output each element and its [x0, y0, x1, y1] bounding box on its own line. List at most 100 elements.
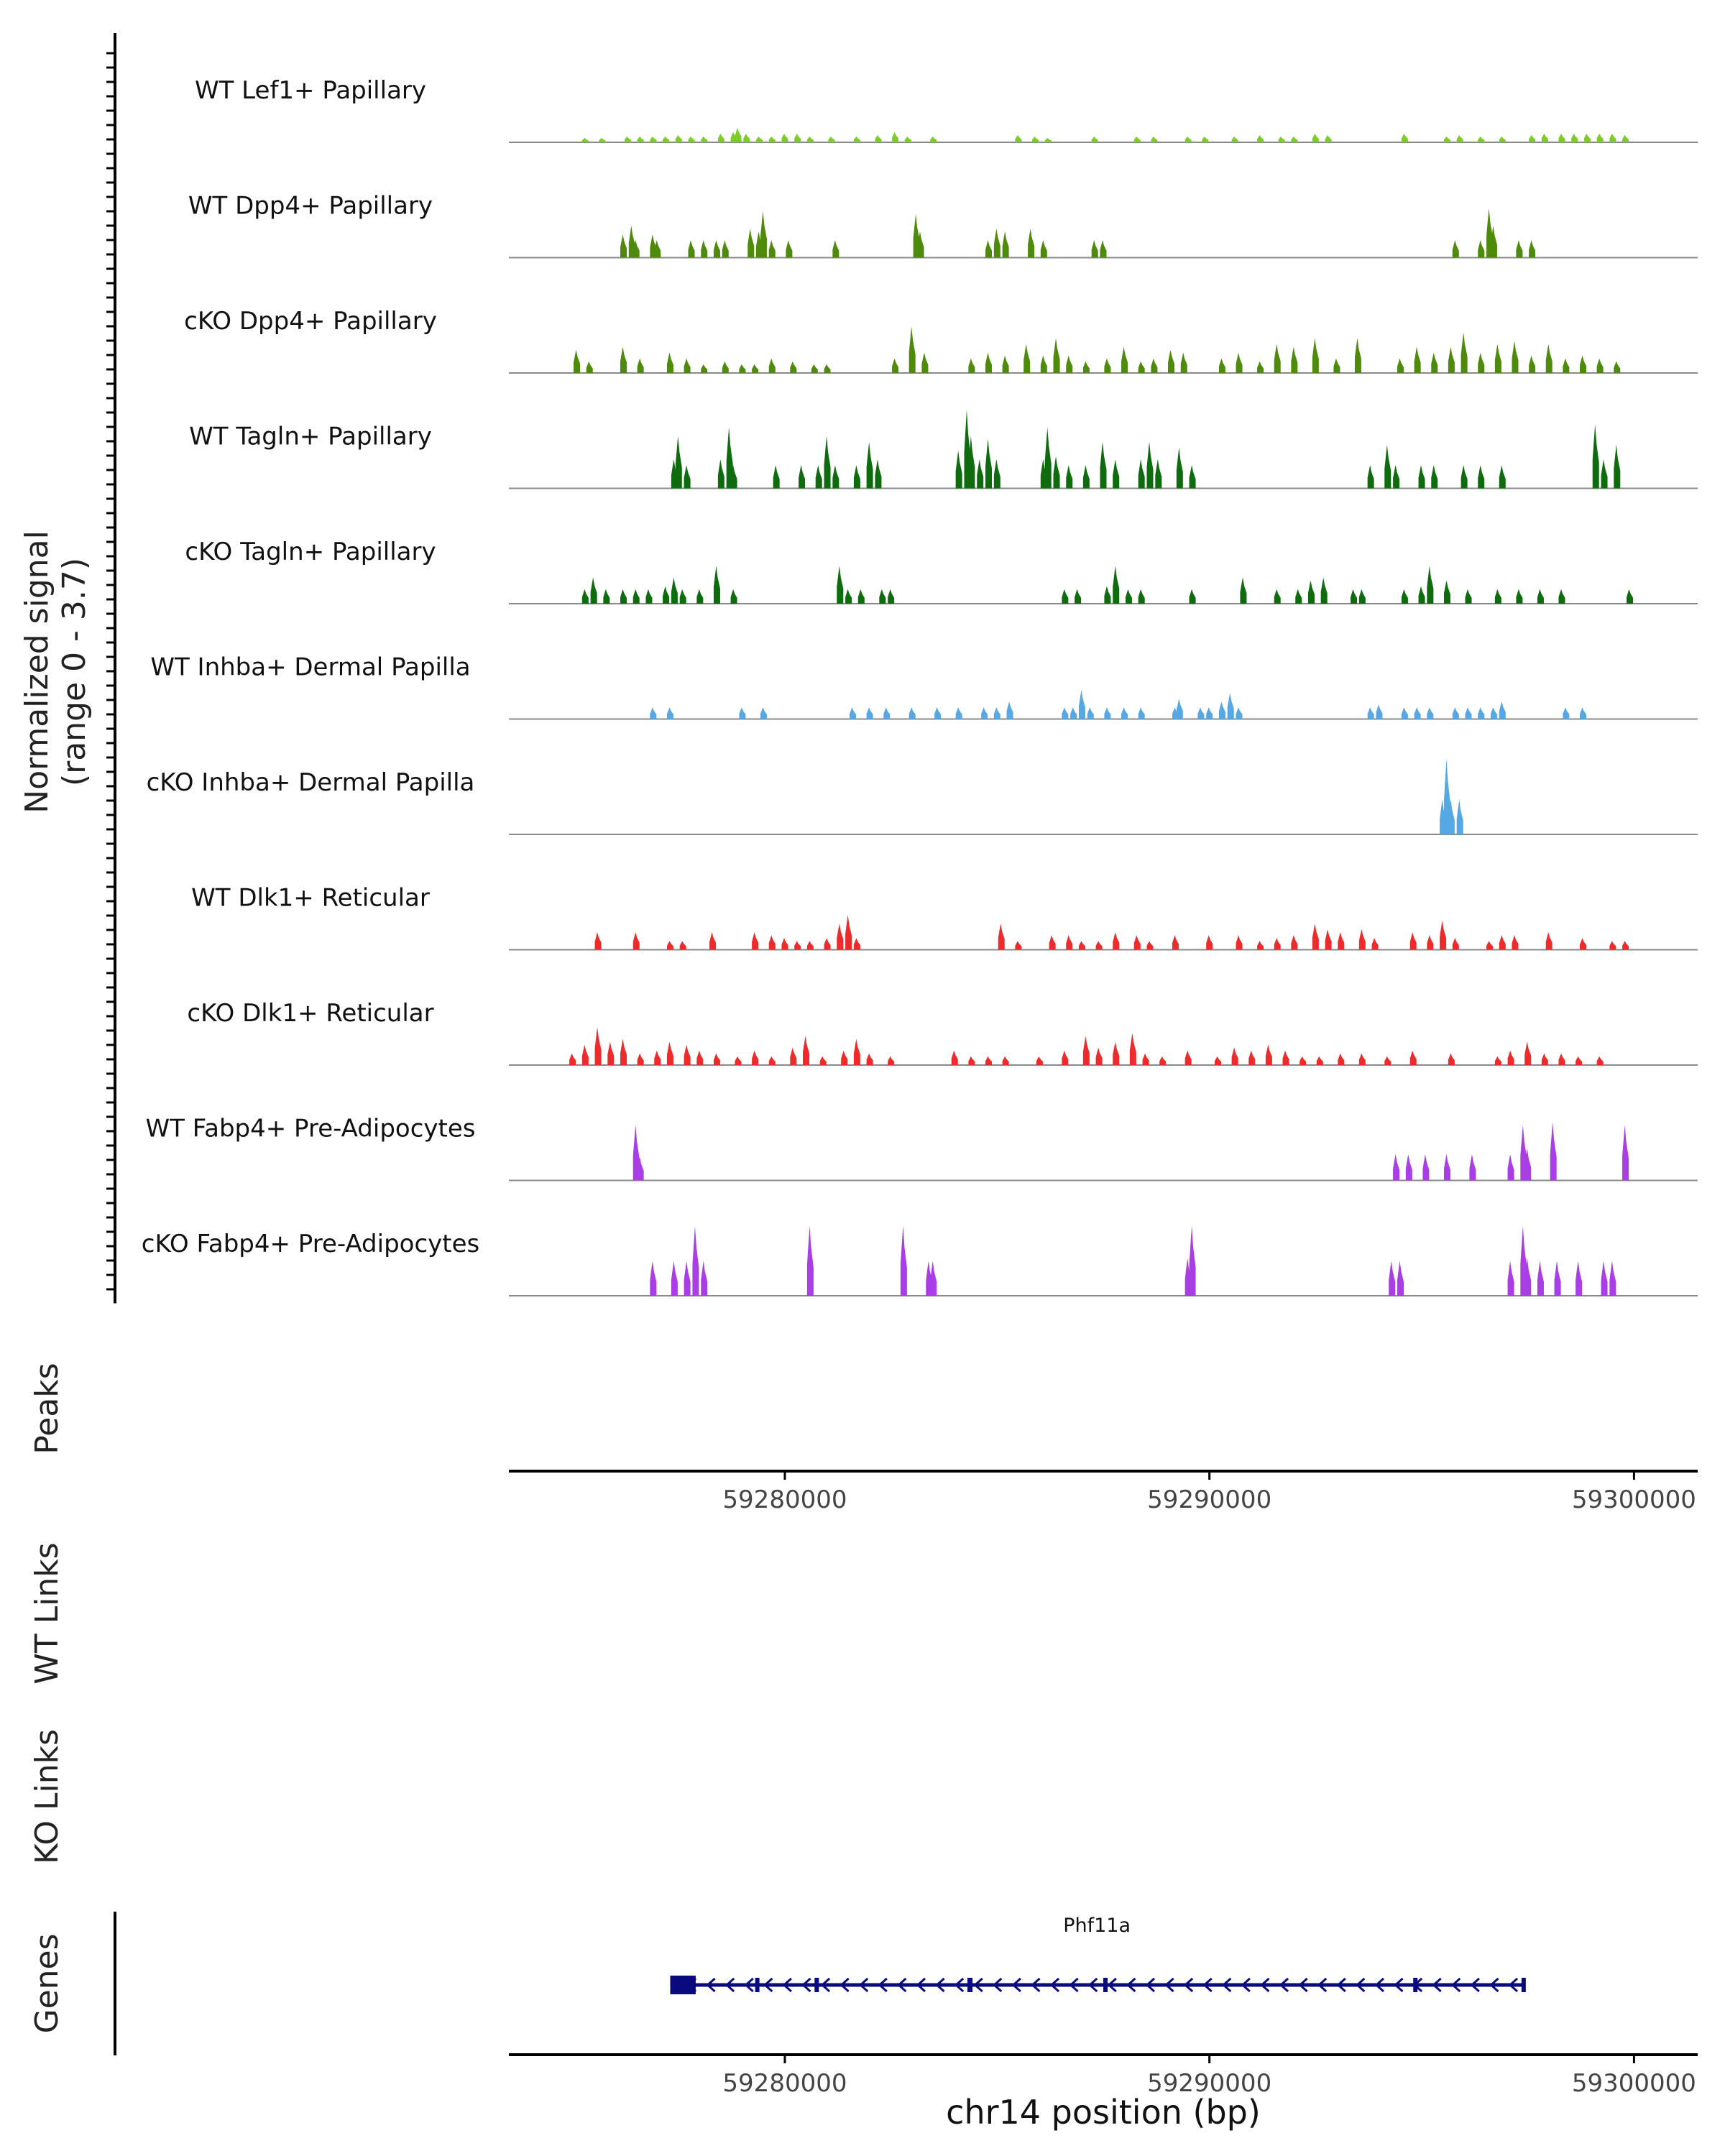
strand-arrow [973, 1977, 983, 1993]
genes-panel-label: Genes [29, 1933, 65, 2033]
coverage-peak [1486, 941, 1494, 950]
coverage-peak [1300, 1056, 1307, 1065]
coverage-peak [1227, 693, 1234, 719]
coverage-peak [888, 589, 895, 604]
track-label: cKO Inhba+ Dermal Papilla [147, 768, 475, 797]
coverage-peak [603, 589, 610, 604]
coverage-peak [701, 136, 708, 142]
coverage-peak [1044, 137, 1052, 142]
coverage-peak [1070, 707, 1077, 719]
coverage-peak [624, 136, 631, 142]
strand-arrow [1260, 1977, 1270, 1993]
coverage-peak [1524, 1148, 1532, 1181]
coverage-peak [688, 240, 695, 258]
coverage-peak [574, 349, 581, 373]
coverage-peak [892, 358, 899, 373]
coverage-peak [875, 459, 882, 489]
coverage-peak [1104, 707, 1111, 719]
coverage-peak [1197, 707, 1205, 719]
coverage-peak [900, 1225, 907, 1296]
coverage-peak [752, 364, 759, 373]
strand-arrow [1183, 1977, 1194, 1993]
coverage-peak [799, 465, 806, 489]
coverage-peak [730, 465, 737, 489]
coverage-peak [654, 240, 661, 258]
coverage-peak [1580, 707, 1587, 719]
coverage-peak [679, 589, 686, 604]
coverage-peak [743, 133, 750, 142]
coverage-peak [1583, 133, 1591, 142]
coverage-peak [650, 707, 657, 719]
coverage-peak [1499, 136, 1506, 142]
coverage-peak [1384, 1056, 1392, 1065]
coverage-peak [985, 352, 993, 373]
strand-arrow [1222, 1977, 1232, 1993]
coverage-peak [1316, 1056, 1323, 1065]
coverage-peak [841, 1050, 848, 1065]
coverage-peak [696, 1050, 704, 1065]
track-label: WT Dlk1+ Reticular [191, 884, 430, 913]
coverage-peak [837, 566, 844, 604]
strand-arrow [1069, 1977, 1079, 1993]
coverage-peak [1401, 707, 1408, 719]
coverage-peak [1006, 701, 1013, 719]
coverage-peak [637, 1053, 644, 1065]
coverage-peak [1427, 935, 1434, 950]
coverage-peak [1214, 1056, 1221, 1065]
coverage-track: WT Lef1+ Papillary [195, 76, 1698, 143]
coverage-peak [1291, 136, 1298, 142]
coverage-peak [1146, 441, 1154, 489]
coverage-peak [1274, 938, 1281, 950]
coverage-peak [1121, 346, 1128, 373]
coverage-peak [824, 364, 831, 373]
coverage-peak [1456, 799, 1463, 834]
coverage-peak [713, 1053, 720, 1065]
coverage-peak [1596, 133, 1604, 142]
coverage-peak [1469, 1154, 1476, 1181]
coverage-peak [1257, 134, 1264, 142]
coverage-peak [1524, 1041, 1532, 1065]
coverage-peak [684, 465, 691, 489]
coverage-peak [1580, 938, 1587, 950]
coverage-peak [1626, 589, 1633, 604]
coverage-peak [1087, 707, 1094, 719]
gene-exon [814, 1978, 819, 1992]
coverage-peak [977, 459, 984, 489]
x-tick-label: 59280000 [722, 2069, 847, 2098]
strand-arrow [878, 1977, 888, 1993]
coverage-peak [1146, 941, 1154, 950]
coverage-peak [581, 1044, 589, 1065]
coverage-peak [1601, 1261, 1608, 1296]
coverage-peak [1091, 240, 1098, 258]
coverage-peak [1121, 707, 1128, 719]
coverage-peak [696, 589, 704, 604]
coverage-peak [1516, 240, 1523, 258]
coverage-peak [701, 364, 708, 373]
strand-arrow [1145, 1977, 1155, 1993]
coverage-peak [1516, 589, 1523, 604]
coverage-peak [1376, 704, 1383, 719]
coverage-peak [794, 941, 801, 950]
coverage-peak [837, 923, 844, 950]
coverage-peak [811, 364, 818, 373]
coverage-peak [586, 361, 593, 373]
gene-exon [967, 1978, 973, 1992]
coverage-peak [701, 240, 708, 258]
coverage-peak [632, 932, 640, 950]
coverage-peak [1478, 465, 1485, 489]
coverage-peak [790, 1047, 797, 1065]
coverage-peak [1312, 923, 1319, 950]
coverage-peak [1189, 589, 1196, 604]
coverage-peak [1236, 707, 1243, 719]
coverage-track: WT Inhba+ Dermal Papilla [150, 653, 1698, 720]
coverage-peak [866, 707, 873, 719]
coverage-peak [1452, 240, 1459, 258]
coverage-peak [1397, 358, 1404, 373]
coverage-peak [1541, 133, 1548, 142]
coverage-peak [1596, 358, 1604, 373]
coverage-peak [1431, 465, 1438, 489]
coverage-peak [1036, 1056, 1043, 1065]
coverage-peak [985, 1056, 993, 1065]
x-tick-label: 59300000 [1572, 2069, 1696, 2098]
